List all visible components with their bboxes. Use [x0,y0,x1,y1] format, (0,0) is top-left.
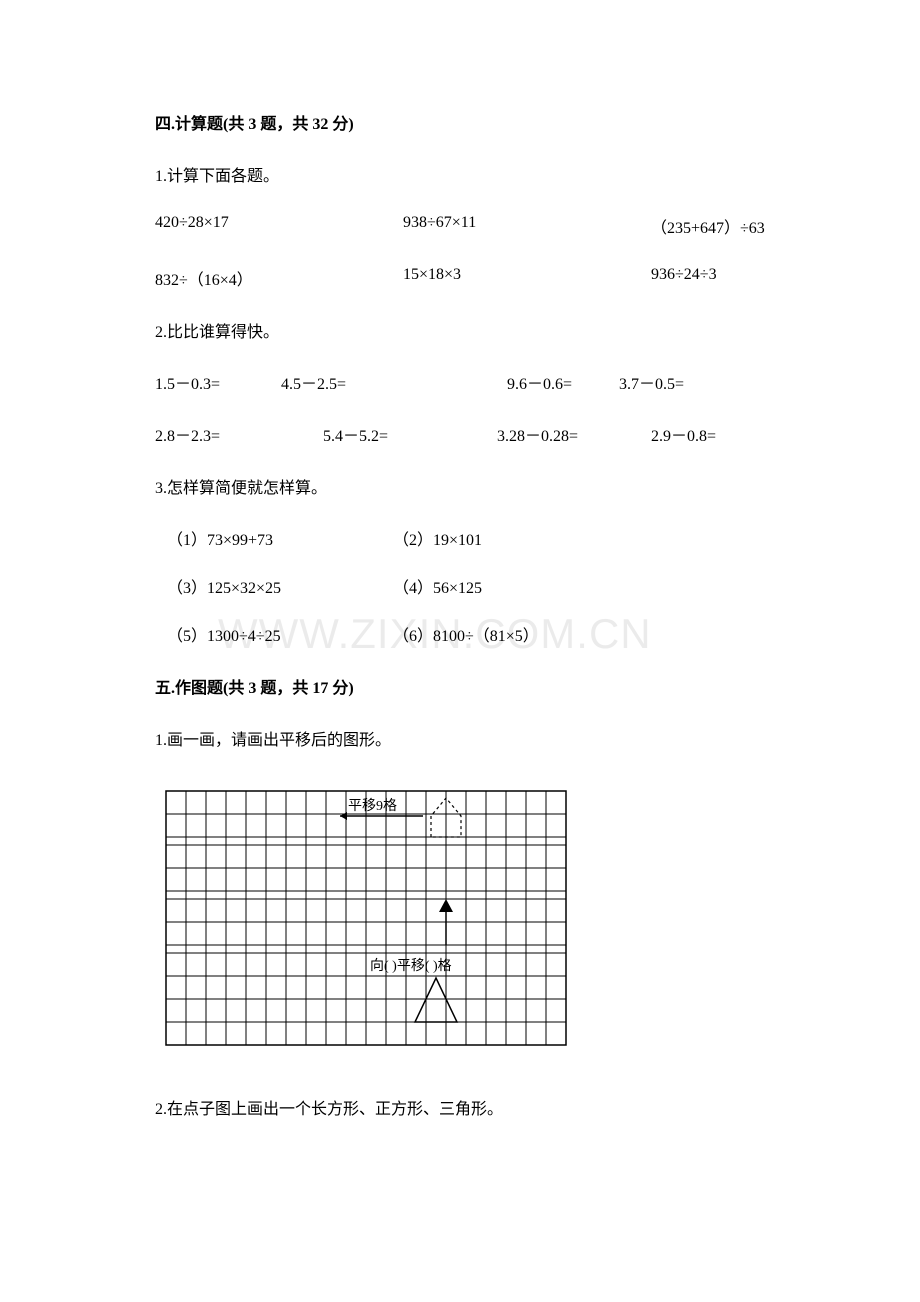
calc-row-4: 2.8－2.3= 5.4－5.2= 3.28－0.28= 2.9－0.8= [155,422,765,446]
pair-row-3: （5）1300÷4÷25 （6）8100÷（81×5） [155,622,765,646]
calc-row-1: 420÷28×17 938÷67×11 （235+647）÷63 [155,214,765,238]
calc-3d: 3.7－0.5= [619,370,765,394]
calc-4d: 2.9－0.8= [651,422,765,446]
section4-title: 四.计算题(共 3 题，共 32 分) [155,110,765,134]
pair-3a: （5）1300÷4÷25 [167,622,393,646]
translate-text-mid: 向( )平移( )格 [370,958,452,974]
section5-title: 五.作图题(共 3 题，共 17 分) [155,674,765,698]
pair-3b: （6）8100÷（81×5） [393,622,765,646]
calc-4c: 3.28－0.28= [497,422,651,446]
q1-label: 1.计算下面各题。 [155,162,765,186]
s5-q1-label: 1.画一画，请画出平移后的图形。 [155,726,765,750]
calc-row-3: 1.5－0.3= 4.5－2.5= 9.6－0.6= 3.7－0.5= [155,370,765,394]
pair-1a: （1）73×99+73 [167,526,393,550]
s5-q2-label: 2.在点子图上画出一个长方形、正方形、三角形。 [155,1095,765,1119]
translate-label-top: 平移9格 [340,798,423,820]
q3-label: 3.怎样算简便就怎样算。 [155,474,765,498]
calc-2b: 15×18×3 [403,266,651,290]
pair-row-1: （1）73×99+73 （2）19×101 [155,526,765,550]
grid-figure: 平移9格 向( )平移( )格 [165,790,765,1051]
calc-1a: 420÷28×17 [155,214,403,238]
pair-row-2: （3）125×32×25 （4）56×125 [155,574,765,598]
calc-3c: 9.6－0.6= [507,370,619,394]
pair-2b: （4）56×125 [393,574,765,598]
triangle-shape [415,978,457,1022]
calc-3b: 4.5－2.5= [281,370,507,394]
main-content: 四.计算题(共 3 题，共 32 分) 1.计算下面各题。 420÷28×17 … [155,110,765,1119]
calc-2a: 832÷（16×4） [155,266,403,290]
calc-3a: 1.5－0.3= [155,370,281,394]
translate-text-top: 平移9格 [348,798,397,814]
pair-2a: （3）125×32×25 [167,574,393,598]
calc-4b: 5.4－5.2= [323,422,497,446]
calc-4a: 2.8－2.3= [155,422,323,446]
grid-svg: 平移9格 向( )平移( )格 [165,790,569,1046]
pair-1b: （2）19×101 [393,526,765,550]
calc-1c: （235+647）÷63 [651,214,765,238]
calc-row-2: 832÷（16×4） 15×18×3 936÷24÷3 [155,266,765,290]
calc-1b: 938÷67×11 [403,214,651,238]
q2-label: 2.比比谁算得快。 [155,318,765,342]
calc-2c: 936÷24÷3 [651,266,765,290]
